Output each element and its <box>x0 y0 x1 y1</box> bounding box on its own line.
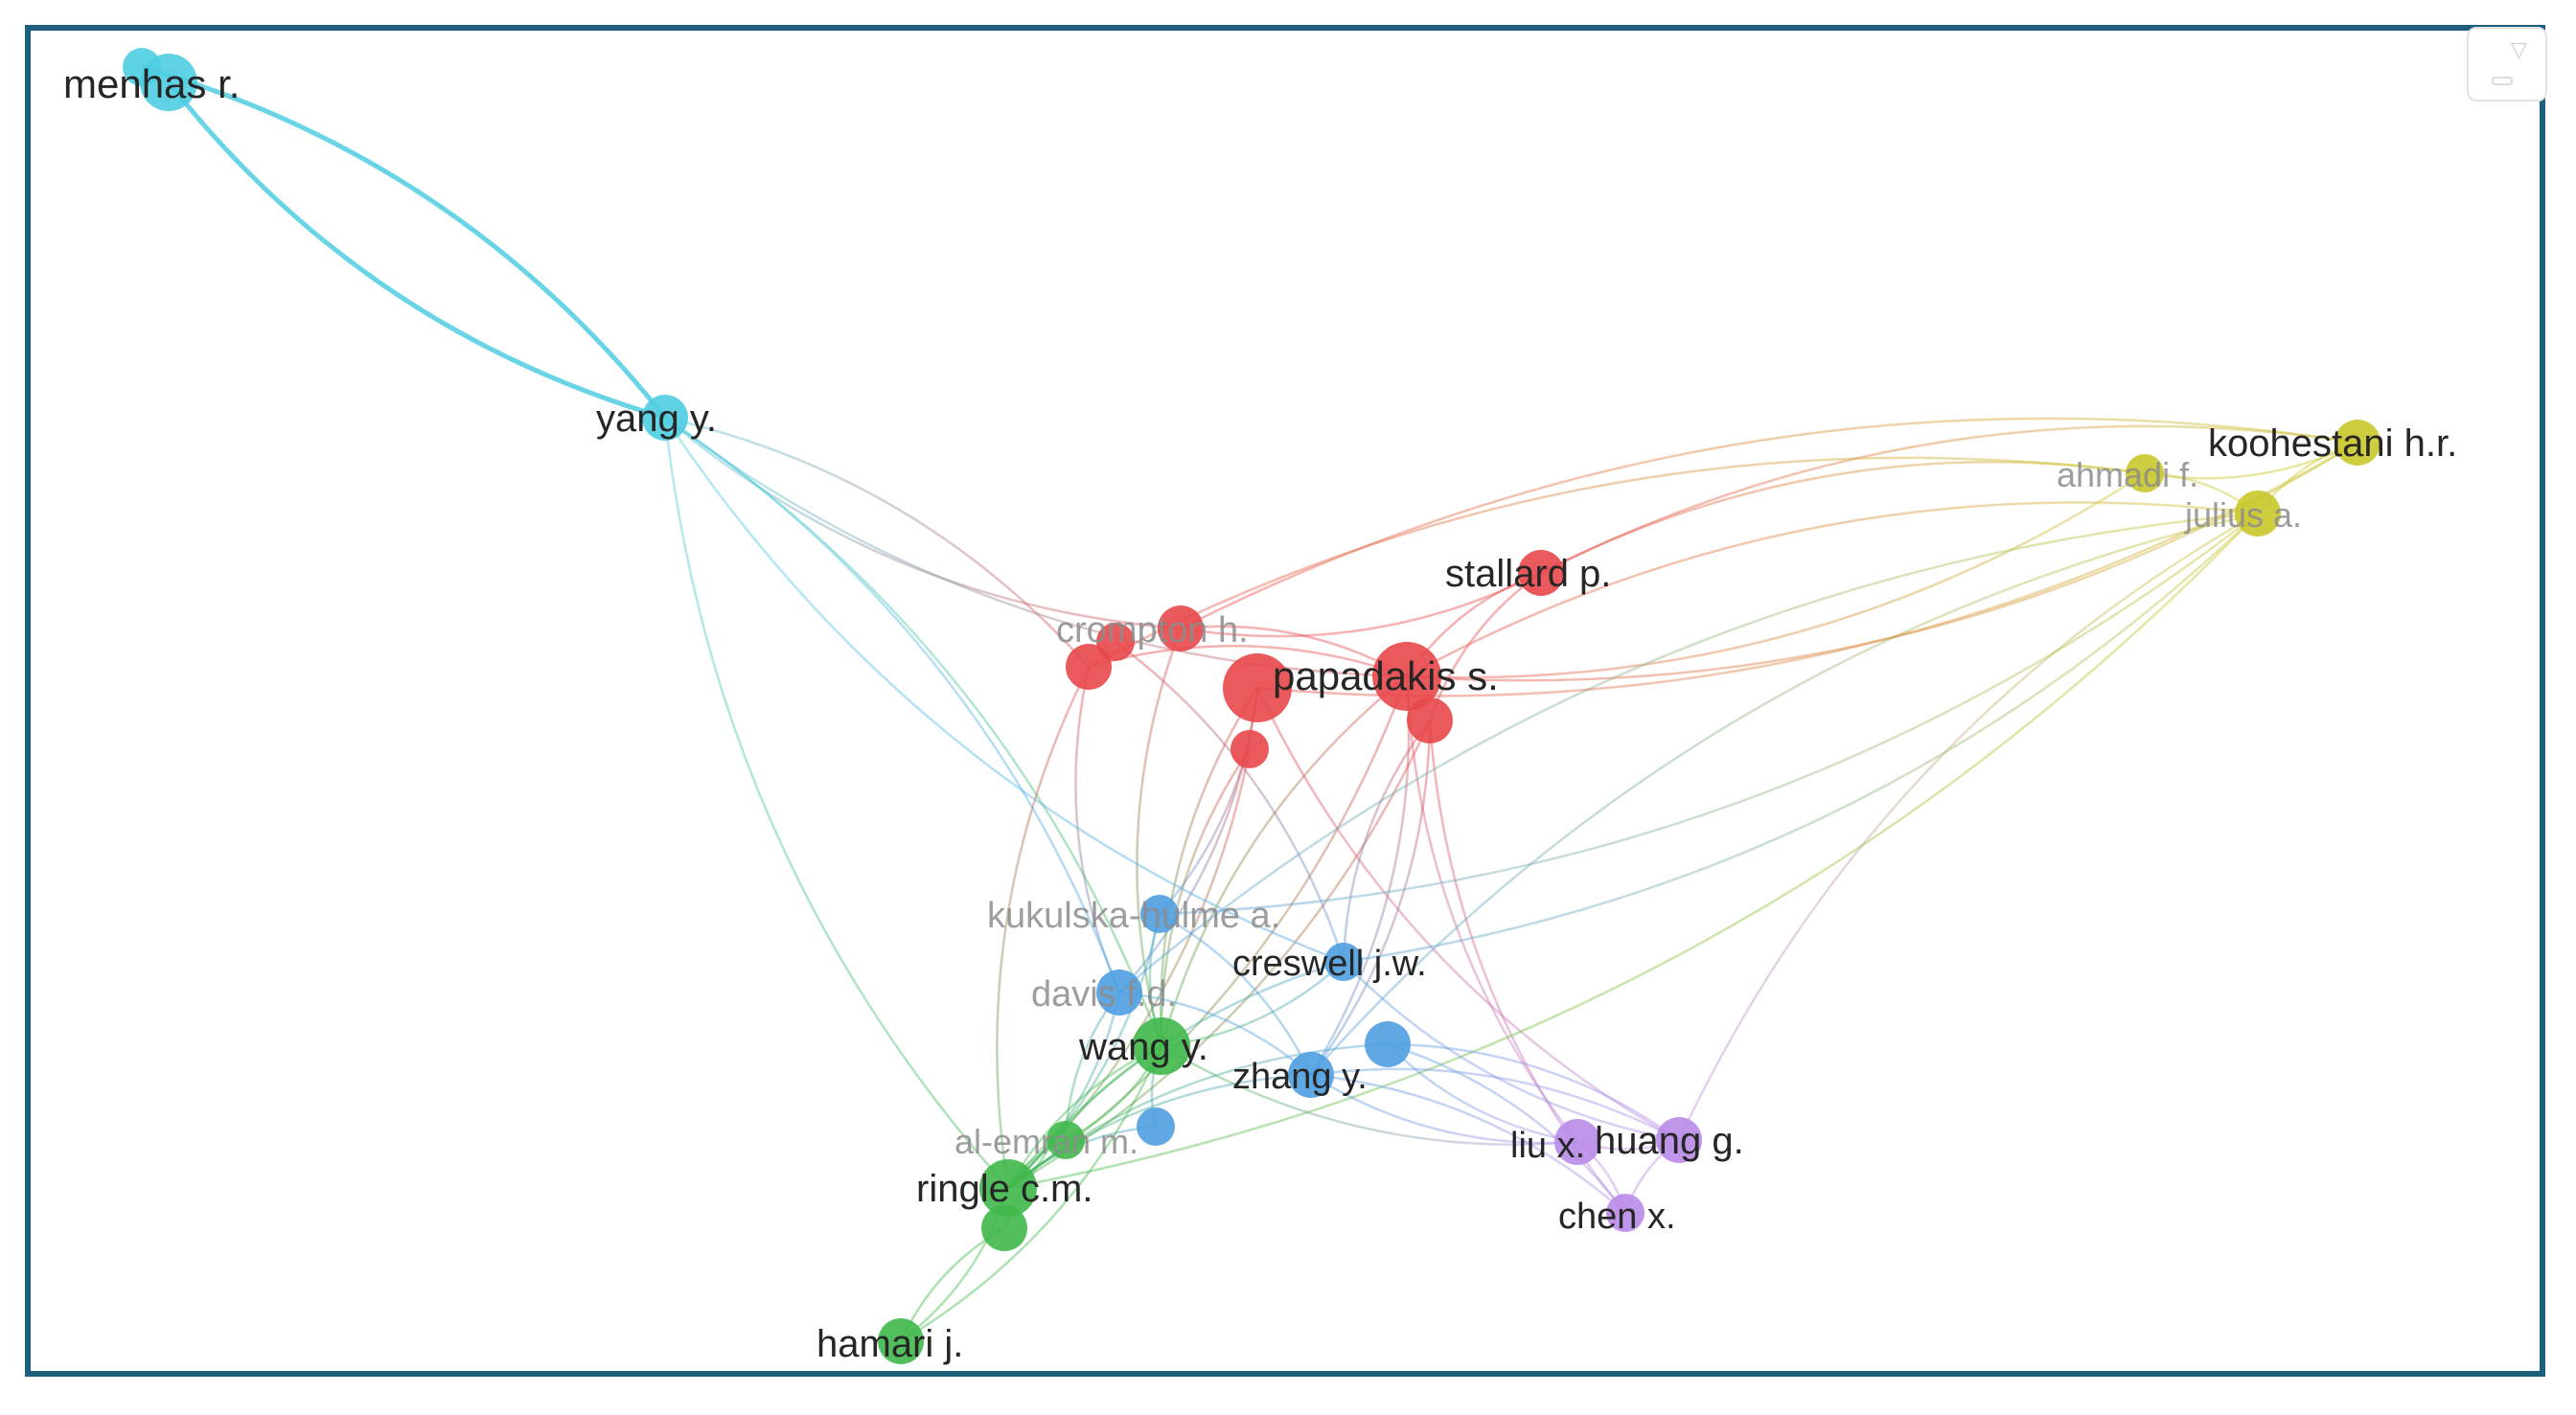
node-label-menhas[interactable]: menhas r. <box>63 61 240 106</box>
node-stallard[interactable] <box>1518 550 1564 596</box>
link-menhas-yang <box>167 80 666 421</box>
node-wang[interactable] <box>1133 1017 1190 1075</box>
node-label-stallard[interactable]: stallard p. <box>1445 553 1611 595</box>
node-chen[interactable] <box>1606 1194 1644 1232</box>
node-kukulska[interactable] <box>1140 895 1179 933</box>
node-label-liu[interactable]: liu x. <box>1510 1126 1585 1166</box>
node-julius[interactable] <box>2235 491 2281 536</box>
node-zhang[interactable] <box>1288 1052 1334 1098</box>
link-blue_a-liu <box>1387 1043 1578 1144</box>
link-julius-huang <box>1677 512 2259 1141</box>
node-creswell[interactable] <box>1324 943 1363 981</box>
node-label-davis[interactable]: davis f.d. <box>1031 974 1177 1015</box>
link-wang-liu <box>1161 1044 1578 1146</box>
node-papadakis[interactable] <box>1372 642 1441 711</box>
node-blue_b[interactable] <box>1137 1107 1175 1146</box>
node-label-zhang[interactable]: zhang y. <box>1232 1057 1368 1097</box>
link-red_e-wang <box>1160 748 1252 1047</box>
link-stallard-ahmadi <box>1540 460 2146 575</box>
link-papadakis-wang <box>1160 675 1408 1047</box>
node-label-crompton[interactable]: crompton h. <box>1056 610 1249 650</box>
node-label-yang[interactable]: yang y. <box>596 398 717 440</box>
link-red_d-ringle <box>1007 719 1432 1190</box>
node-label-wang[interactable]: wang y. <box>1078 1026 1208 1068</box>
link-menhas_b-yang <box>141 64 667 420</box>
node-label-julius[interactable]: julius a. <box>2184 495 2302 535</box>
node-label-ahmadi[interactable]: ahmadi f. <box>2057 455 2198 494</box>
node-ahmadi[interactable] <box>2126 454 2164 492</box>
node-ringle[interactable] <box>979 1159 1037 1217</box>
node-hamari[interactable] <box>878 1318 924 1364</box>
node-crompton[interactable] <box>1158 605 1204 651</box>
link-yang-creswell <box>663 417 1345 964</box>
node-label-chen[interactable]: chen x. <box>1558 1197 1676 1237</box>
node-label-alemran[interactable]: al-emran m. <box>954 1122 1138 1161</box>
link-yang-papadakis <box>664 417 1408 678</box>
link-yang-wang <box>664 416 1163 1047</box>
link-ahmadi-red_a <box>1088 456 2146 669</box>
node-alemran[interactable] <box>1046 1121 1085 1159</box>
link-red_b-creswell <box>1115 640 1346 963</box>
link-stallard-red_d <box>1428 571 1542 721</box>
link-papadakis-ahmadi <box>1406 471 2146 679</box>
link-kukulska-zhang <box>1159 912 1313 1076</box>
link-red_a-ringle <box>996 666 1091 1189</box>
link-wang-hamari <box>900 1045 1163 1343</box>
link-papadakis-julius <box>1406 501 2259 678</box>
link-red_d-creswell <box>1342 719 1431 963</box>
label-layer: menhas r. yang y. crompton h. papadakis s. s… <box>63 61 2457 1365</box>
link-julius-zhang <box>1310 512 2259 1076</box>
node-label-huang[interactable]: huang g. <box>1595 1120 1744 1162</box>
node-yang[interactable] <box>642 395 688 441</box>
link-crompton-koohestani <box>1180 417 2358 630</box>
node-layer <box>123 48 2380 1364</box>
node-green_a[interactable] <box>981 1205 1027 1251</box>
node-label-ringle[interactable]: ringle c.m. <box>916 1168 1093 1210</box>
triangle-down-icon[interactable]: ▽ <box>2511 38 2527 62</box>
node-davis[interactable] <box>1096 970 1142 1016</box>
link-julius-ringle <box>1007 513 2259 1190</box>
link-blue_a-huang <box>1387 1042 1680 1142</box>
link-davis-zhang <box>1118 991 1312 1076</box>
node-liu[interactable] <box>1554 1119 1600 1165</box>
node-koohestani[interactable] <box>2334 420 2380 466</box>
node-label-koohestani[interactable]: koohestani h.r. <box>2208 422 2457 465</box>
link-julius-davis <box>1118 512 2259 993</box>
node-red_e[interactable] <box>1230 730 1269 768</box>
node-label-creswell[interactable]: creswell j.w. <box>1232 944 1427 984</box>
node-blue_a[interactable] <box>1365 1021 1411 1067</box>
link-red_a-papadakis <box>1088 645 1408 678</box>
link-julius-kukulska <box>1159 513 2259 916</box>
node-red_b[interactable] <box>1096 623 1135 661</box>
link-yang-ringle <box>663 417 1009 1189</box>
link-yang-davis <box>664 416 1121 993</box>
link-red_c-kukulska <box>1159 687 1259 915</box>
link-zhang-huang <box>1310 1067 1680 1142</box>
link-zhang-chen <box>1310 1073 1626 1214</box>
node-menhas_b[interactable] <box>123 48 161 86</box>
link-crompton-wang <box>1136 628 1183 1047</box>
node-red_c[interactable] <box>1223 653 1292 722</box>
link-yang-crompton <box>664 417 1182 630</box>
node-label-hamari[interactable]: hamari j. <box>816 1323 963 1365</box>
zoom-control[interactable]: ▽ <box>2467 27 2547 102</box>
node-label-kukulska[interactable]: kukulska-hulme a. <box>987 896 1280 936</box>
link-zhang-liu <box>1310 1073 1578 1145</box>
link-papadakis-zhang <box>1309 675 1411 1076</box>
zoom-slider-icon[interactable] <box>2492 77 2513 85</box>
link-layer <box>141 64 2358 1343</box>
link-yang-red_a <box>664 416 1090 668</box>
node-red_a[interactable] <box>1066 644 1112 690</box>
node-huang[interactable] <box>1656 1117 1702 1163</box>
node-label-papadakis[interactable]: papadakis s. <box>1273 653 1499 698</box>
node-red_d[interactable] <box>1407 697 1453 743</box>
link-blue_a-chen <box>1387 1042 1626 1214</box>
link-papadakis-ringle <box>1007 675 1409 1190</box>
link-julius-creswell <box>1343 513 2259 964</box>
